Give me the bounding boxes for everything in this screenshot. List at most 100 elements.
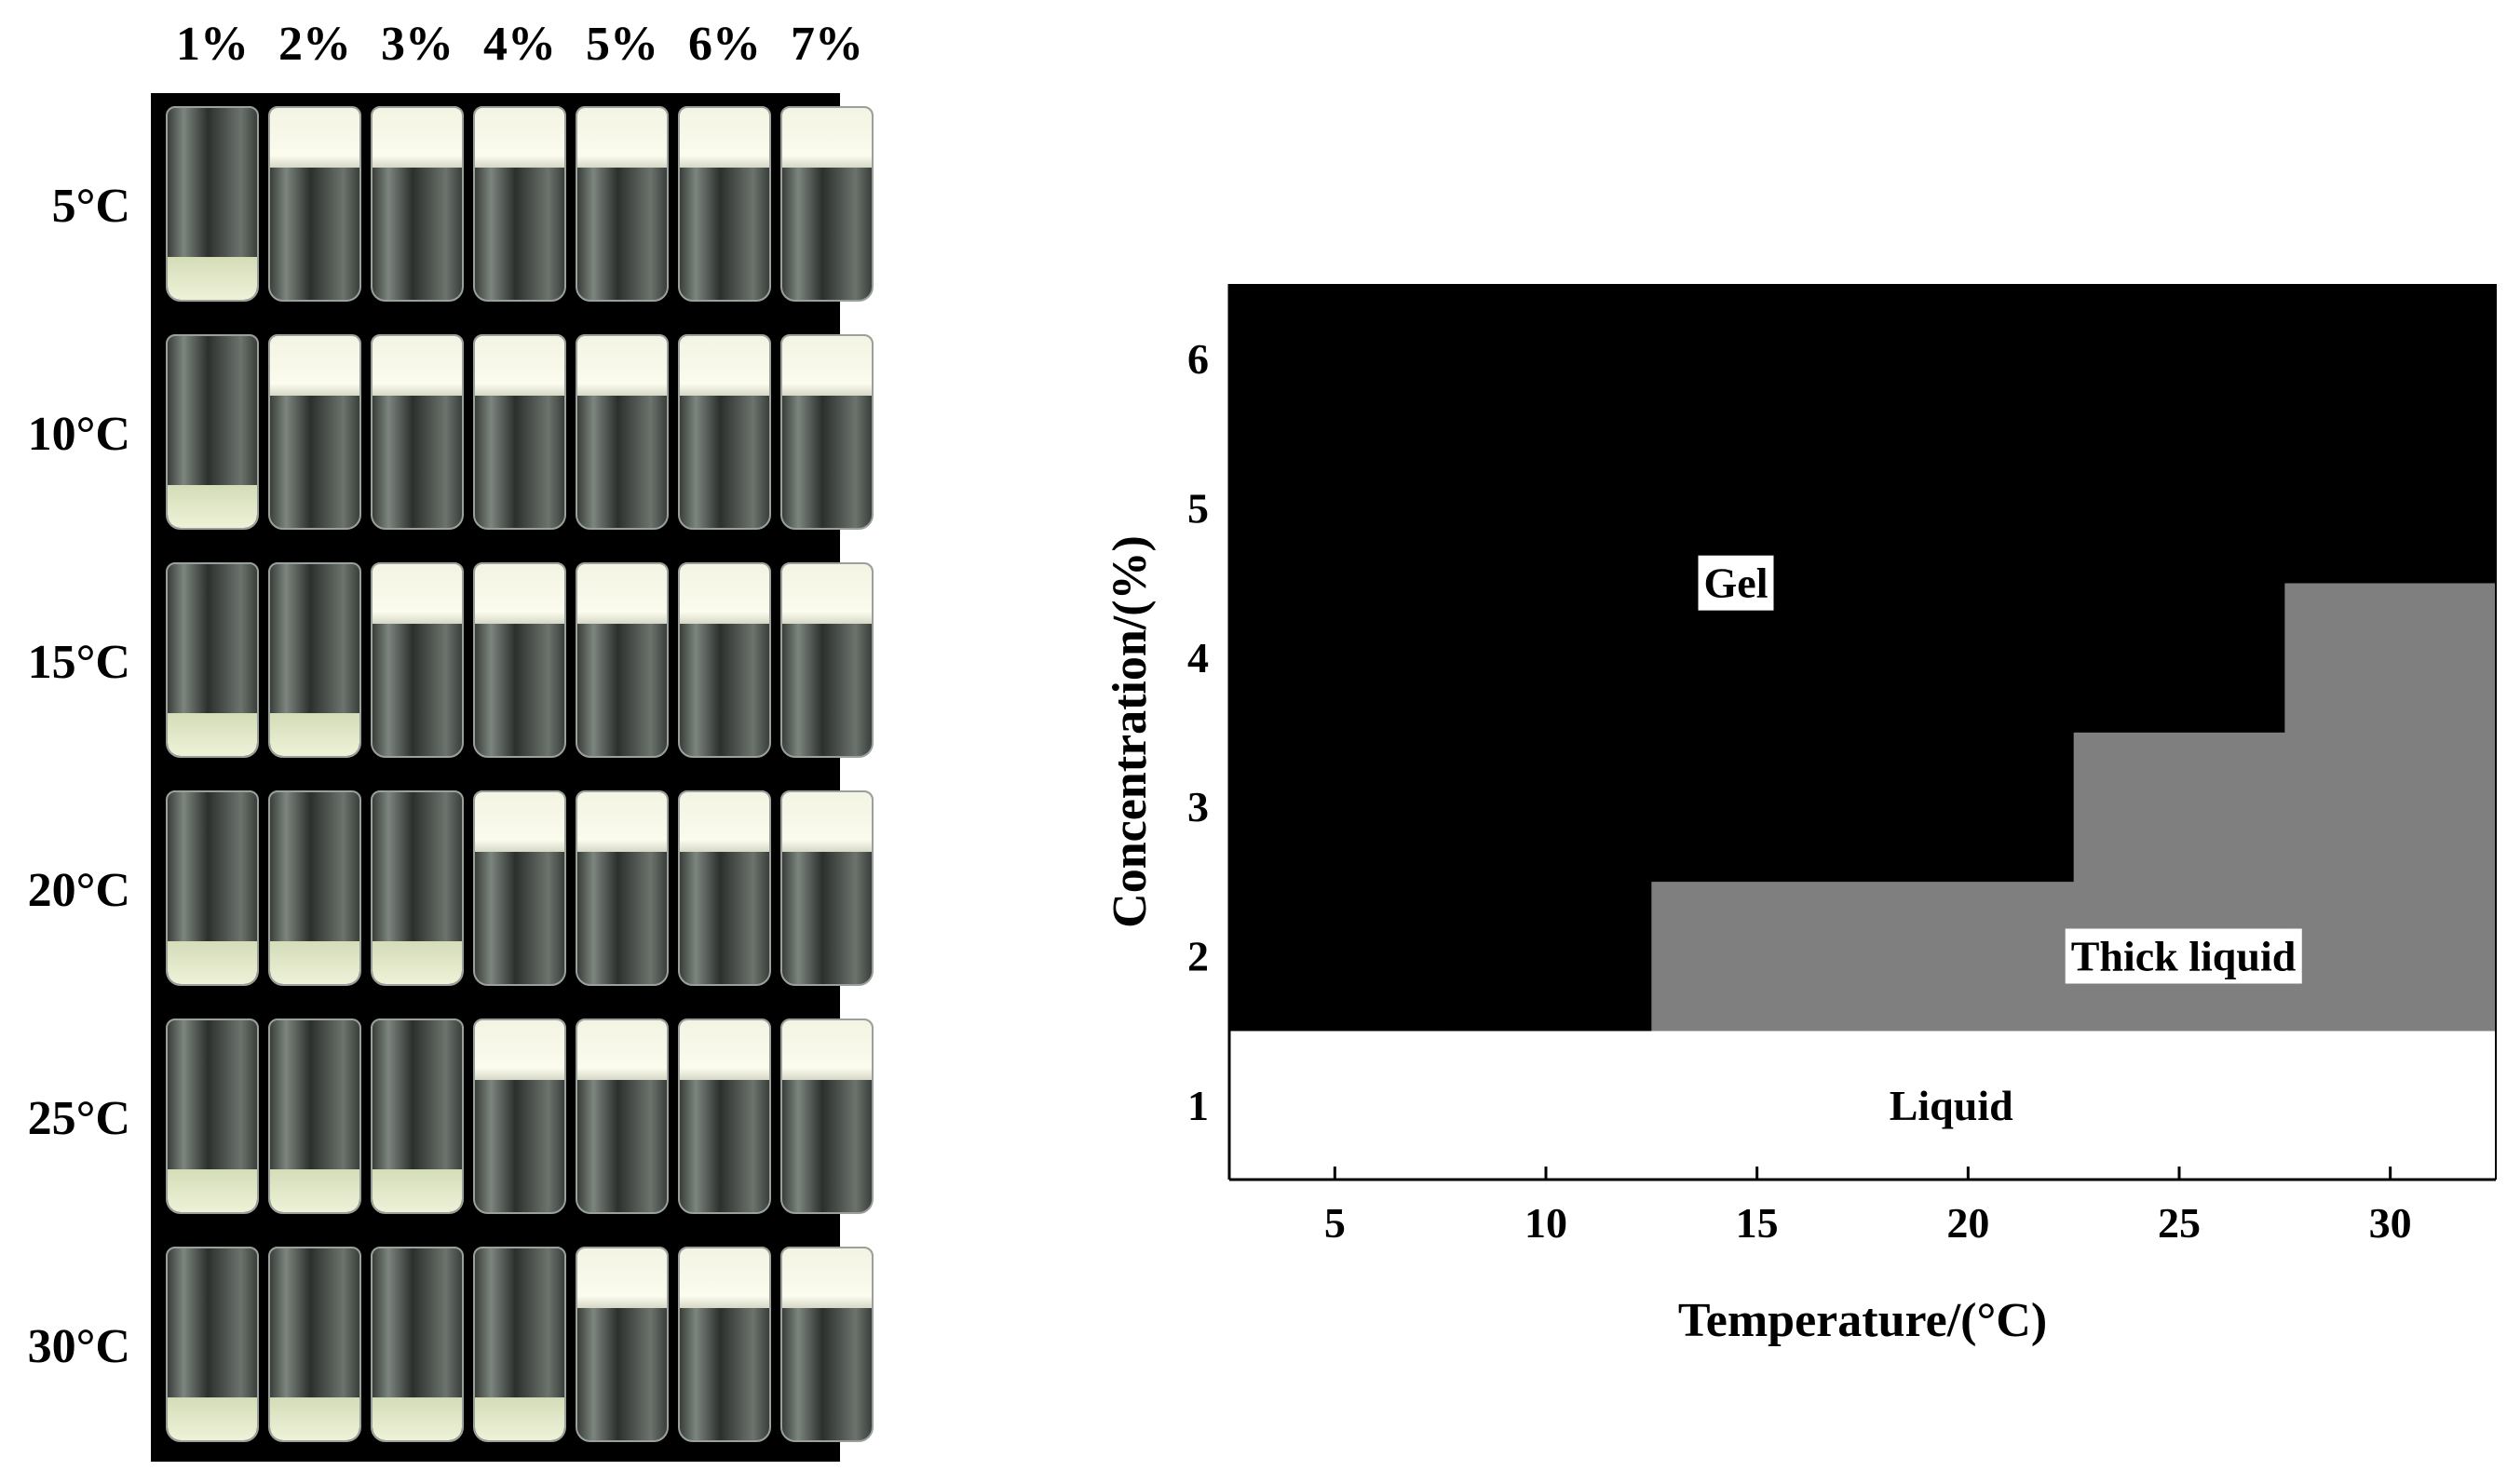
column-label: 2% xyxy=(278,18,351,71)
vial-liquid xyxy=(268,562,361,758)
vial-gel xyxy=(678,106,771,302)
column-label: 5% xyxy=(586,18,658,71)
phase-cell xyxy=(1440,881,1653,1032)
vial-gel xyxy=(780,1247,874,1442)
gel-plug xyxy=(680,564,769,624)
region-label-box xyxy=(1883,1077,2020,1133)
region-label: Thick liquid xyxy=(2065,928,2302,984)
region-labels: Gel Thick liquid Liquid xyxy=(1698,555,2302,1133)
phase-cell xyxy=(2284,582,2497,733)
vial-gel xyxy=(473,334,566,530)
vial-gel xyxy=(678,334,771,530)
column-label: 7% xyxy=(791,18,863,71)
phase-cell xyxy=(1440,1030,1653,1180)
gel-plug xyxy=(577,1248,667,1308)
phase-cell xyxy=(1440,732,1653,883)
x-tick-label: 30 xyxy=(2369,1199,2412,1247)
vial-liquid xyxy=(166,334,259,530)
gel-plug xyxy=(475,336,564,396)
phase-cell xyxy=(2073,433,2286,584)
gel-plug xyxy=(373,564,462,624)
vial-gel xyxy=(780,106,874,302)
liquid-pool xyxy=(168,941,257,984)
liquid-pool xyxy=(270,941,359,984)
liquid-pool xyxy=(270,713,359,756)
phase-cells xyxy=(1229,284,2497,1180)
gel-plug xyxy=(782,336,872,396)
phase-cell xyxy=(2284,284,2497,435)
gel-plug xyxy=(680,1248,769,1308)
phase-cell xyxy=(2073,732,2286,883)
vial-liquid xyxy=(166,106,259,302)
gel-plug xyxy=(782,564,872,624)
vial-liquid xyxy=(268,1247,361,1442)
phase-cell xyxy=(1863,881,2075,1032)
axes: 5 10 15 20 25 30 1 2 3 4 5 6 Temperature/(°C) Concent… xyxy=(1104,284,2497,1347)
liquid-pool xyxy=(373,941,462,984)
x-tick-label: 15 xyxy=(1736,1199,1779,1247)
phase-cell xyxy=(2284,433,2497,584)
phase-cell xyxy=(1651,1030,1863,1180)
vial-photo-panel: 1% 2% 3% 4% 5% 6% 7% 5°C 10°C 15°C 20°C 25°C 30°C xyxy=(0,0,874,1484)
vial-gel xyxy=(678,790,771,986)
vial-liquid xyxy=(166,790,259,986)
vial-gel xyxy=(268,106,361,302)
row-label: 25°C xyxy=(27,1092,130,1145)
vial-gel xyxy=(576,106,669,302)
phase-cell xyxy=(1229,433,1442,584)
phase-cell xyxy=(2284,1030,2497,1180)
y-axis-title: Concentration/(%) xyxy=(1104,535,1157,928)
liquid-pool xyxy=(373,1397,462,1440)
liquid-pool xyxy=(373,1169,462,1212)
x-axis-title: Temperature/(°C) xyxy=(1678,1294,2047,1347)
phase-cell xyxy=(2073,582,2286,733)
liquid-pool xyxy=(270,1397,359,1440)
row-label: 5°C xyxy=(51,180,130,233)
gel-plug xyxy=(577,1020,667,1080)
gel-plug xyxy=(475,792,564,852)
gel-plug xyxy=(782,792,872,852)
x-tick-label: 5 xyxy=(1324,1199,1346,1247)
vial-gel xyxy=(576,1247,669,1442)
gel-plug xyxy=(680,1020,769,1080)
y-tick-label: 6 xyxy=(1187,335,1209,383)
phase-cell xyxy=(1440,433,1653,584)
phase-cell xyxy=(1863,433,2075,584)
gel-plug xyxy=(475,108,564,168)
phase-cell xyxy=(1651,284,1863,435)
phase-cell xyxy=(1651,881,1863,1032)
phase-cell xyxy=(1863,732,2075,883)
vial-gel xyxy=(780,790,874,986)
gel-plug xyxy=(577,108,667,168)
vial-gel xyxy=(678,1247,771,1442)
phase-diagram: 5 10 15 20 25 30 1 2 3 4 5 6 Temperature/(°C) Concent… xyxy=(1104,284,2497,1347)
gel-plug xyxy=(270,336,359,396)
y-tick-label: 5 xyxy=(1187,485,1209,533)
column-label: 6% xyxy=(688,18,761,71)
region-label-text: Thick liquid xyxy=(2071,933,2297,980)
region-label-text: Gel xyxy=(1704,560,1768,607)
row-label: 30°C xyxy=(27,1320,130,1373)
phase-cell xyxy=(2073,1030,2286,1180)
region-label-text: Liquid xyxy=(1890,1082,2013,1129)
gel-plug xyxy=(475,1020,564,1080)
vial-liquid xyxy=(371,790,464,986)
gel-plug xyxy=(782,1020,872,1080)
liquid-pool xyxy=(168,257,257,300)
vial-gel xyxy=(780,334,874,530)
vial-gel xyxy=(576,790,669,986)
phase-cell xyxy=(1440,284,1653,435)
vial-gel xyxy=(780,562,874,758)
region-label-box xyxy=(1698,555,1774,611)
y-tick-label: 1 xyxy=(1187,1082,1209,1129)
region-label: Liquid xyxy=(1883,1077,2020,1133)
gel-plug xyxy=(373,108,462,168)
vial-gel xyxy=(473,562,566,758)
phase-cell xyxy=(1863,582,2075,733)
liquid-pool xyxy=(168,485,257,528)
phase-cell xyxy=(2284,732,2497,883)
phase-cell xyxy=(1651,732,1863,883)
column-label: 4% xyxy=(483,18,556,71)
gel-plug xyxy=(577,792,667,852)
y-tick-label: 2 xyxy=(1187,933,1209,980)
